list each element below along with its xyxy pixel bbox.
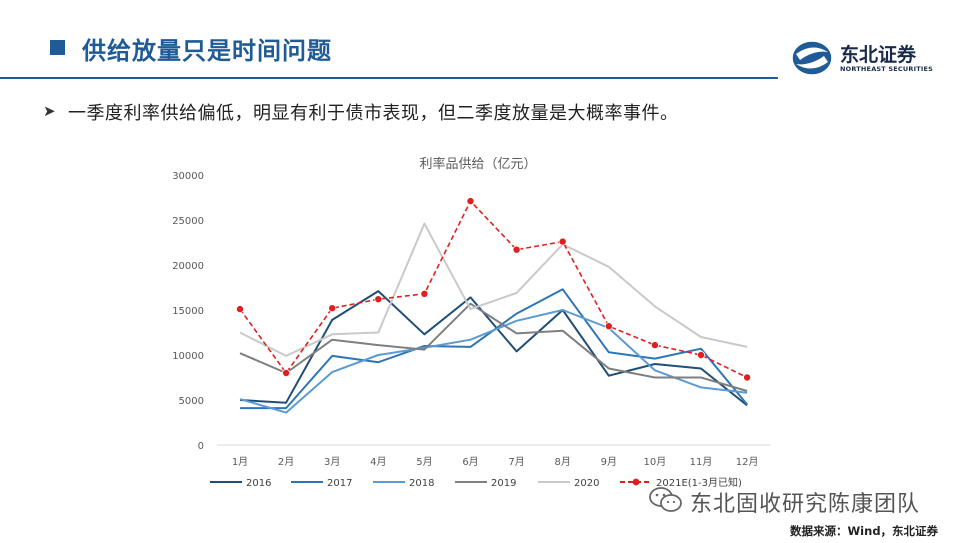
legend-item: 2020: [538, 478, 599, 489]
y-tick-label: 20000: [172, 261, 204, 272]
data-point-marker: [466, 197, 475, 206]
watermark-text: 东北固收研究陈康团队: [690, 492, 921, 517]
legend-label: 2018: [409, 478, 434, 489]
legend-item: 2019: [455, 478, 516, 489]
data-point-marker: [604, 322, 613, 331]
x-tick-label: 8月: [555, 456, 571, 468]
series-2020: [239, 222, 748, 357]
series-2019: [239, 302, 748, 392]
legend-label: 2019: [491, 478, 516, 489]
legend-marker: [632, 478, 640, 486]
legend-item: 2017: [291, 478, 352, 489]
wechat-watermark: 东北固收研究陈康团队: [648, 483, 938, 517]
x-tick-label: 3月: [324, 456, 340, 468]
data-point-marker: [328, 304, 337, 313]
bullet-text: 一季度利率供给偏低，明显有利于债市表现，但二季度放量是大概率事件。: [68, 103, 679, 124]
x-tick-label: 11月: [690, 456, 713, 468]
title-divider: [0, 77, 778, 79]
data-point-marker: [697, 350, 706, 359]
y-tick-label: 0: [198, 441, 204, 452]
data-point-marker: [558, 237, 567, 246]
wechat-icon: [649, 487, 682, 512]
x-tick-label: 5月: [416, 456, 432, 468]
data-point-marker: [235, 305, 244, 314]
y-tick-label: 10000: [172, 351, 204, 362]
chart-title: 利率品供给（亿元）: [419, 156, 536, 172]
x-tick-label: 10月: [644, 456, 667, 468]
data-point-marker: [512, 245, 521, 254]
brand-logo: 东北证券 NORTHEAST SECURITIES: [790, 38, 950, 78]
legend-label: 2016: [246, 478, 271, 489]
series-2021E(1-3月已知): [235, 197, 752, 382]
x-tick-label: 4月: [370, 456, 386, 468]
x-tick-label: 7月: [508, 456, 524, 468]
x-tick-label: 1月: [232, 456, 248, 468]
data-source-note: 数据来源：Wind，东北证券: [790, 524, 939, 538]
page-title: 供给放量只是时间问题: [82, 37, 332, 65]
legend-label: 2021E(1-3月已知): [656, 476, 742, 489]
data-point-marker: [374, 295, 383, 304]
x-tick-label: 9月: [601, 456, 617, 468]
brand-name-en: NORTHEAST SECURITIES: [840, 65, 933, 73]
legend-label: 2017: [327, 478, 352, 489]
series-2018: [239, 309, 748, 414]
series-2016: [239, 290, 748, 407]
series-line: [239, 309, 748, 414]
y-tick-label: 25000: [172, 216, 204, 227]
y-tick-label: 5000: [179, 396, 204, 407]
legend-item: 2018: [373, 478, 434, 489]
x-tick-label: 12月: [736, 456, 759, 468]
data-point-marker: [743, 373, 752, 382]
data-point-marker: [420, 289, 429, 298]
series-line: [239, 290, 748, 407]
data-point-marker: [650, 341, 659, 350]
y-tick-label: 15000: [172, 306, 204, 317]
brand-name-cn: 东北证券: [840, 44, 917, 66]
y-tick-label: 30000: [172, 171, 204, 182]
x-tick-label: 2月: [278, 456, 294, 468]
series-line: [239, 222, 748, 357]
legend-label: 2020: [574, 478, 599, 489]
x-tick-label: 6月: [462, 456, 478, 468]
legend-item: 2021E(1-3月已知): [620, 476, 742, 489]
title-bullet-square: [50, 40, 65, 55]
northeast-securities-logo-icon: [791, 40, 833, 76]
series-line: [239, 302, 748, 392]
data-point-marker: [282, 368, 291, 377]
bullet-arrow-icon: ➤: [43, 102, 56, 120]
legend-item: 2016: [210, 478, 271, 489]
series-line: [239, 200, 748, 379]
